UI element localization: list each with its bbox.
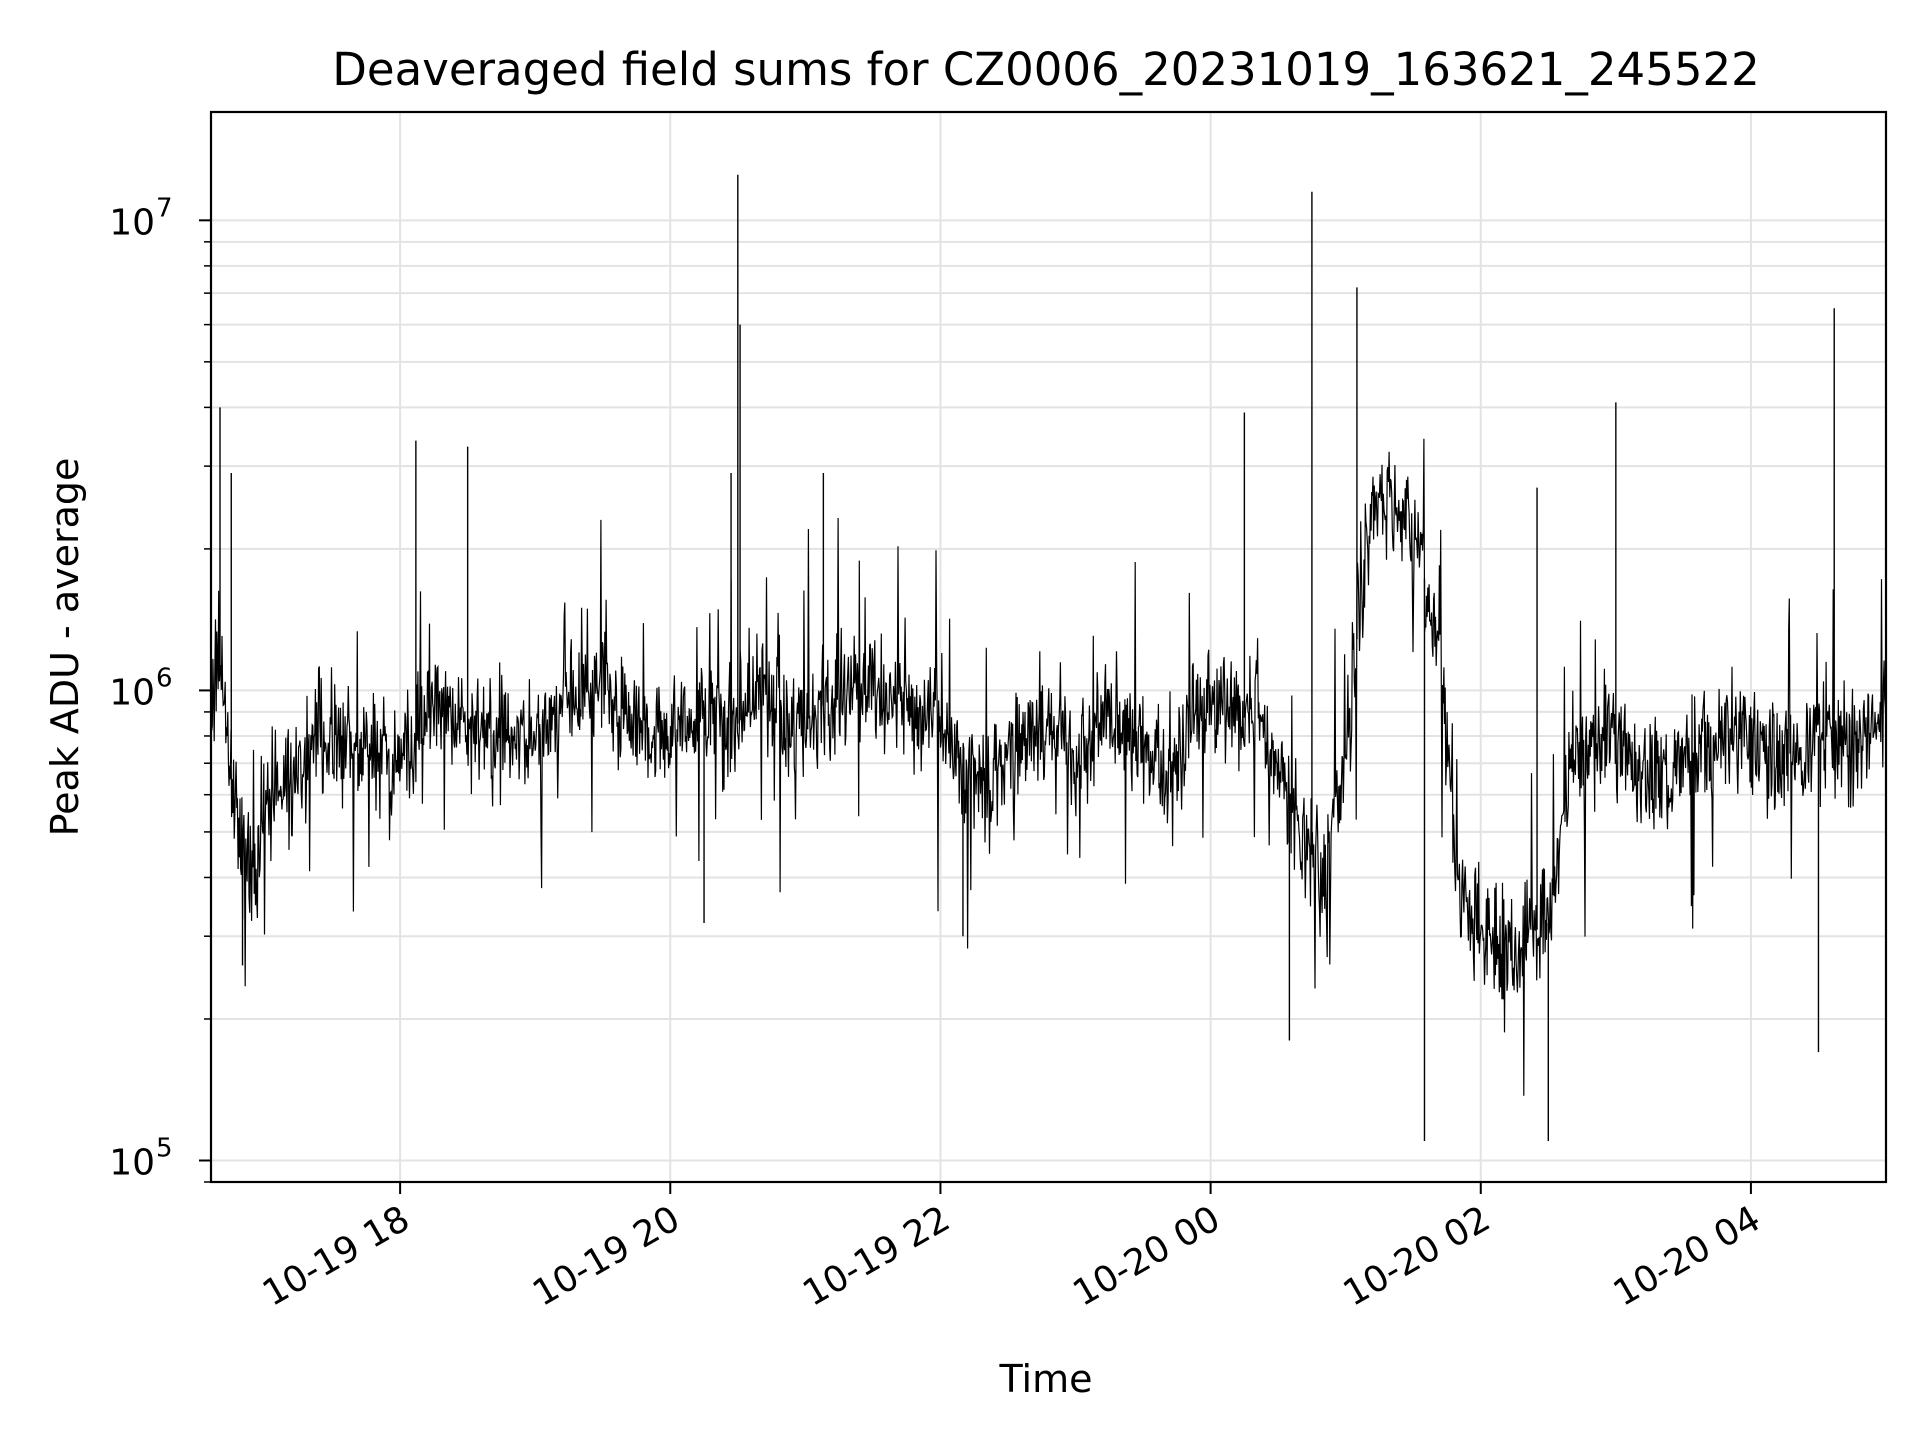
x-axis-label: Time — [999, 1357, 1093, 1401]
y-tick-label-2: 10 — [109, 202, 155, 243]
y-axis-label: Peak ADU - average — [43, 458, 87, 837]
series-line — [210, 438, 1887, 1096]
plot-area — [210, 174, 1887, 1142]
y-tick-label-1: 10 — [109, 672, 155, 713]
y-tick-exponent-1: 6 — [156, 663, 173, 693]
y-tick-exponent-0: 5 — [156, 1133, 173, 1163]
axes-frame — [209, 110, 1888, 1184]
y-tick-label-0: 10 — [109, 1142, 155, 1183]
chart-title: Deaveraged field sums for CZ0006_2023101… — [332, 43, 1759, 96]
y-tick-exponent-2: 7 — [156, 193, 173, 223]
